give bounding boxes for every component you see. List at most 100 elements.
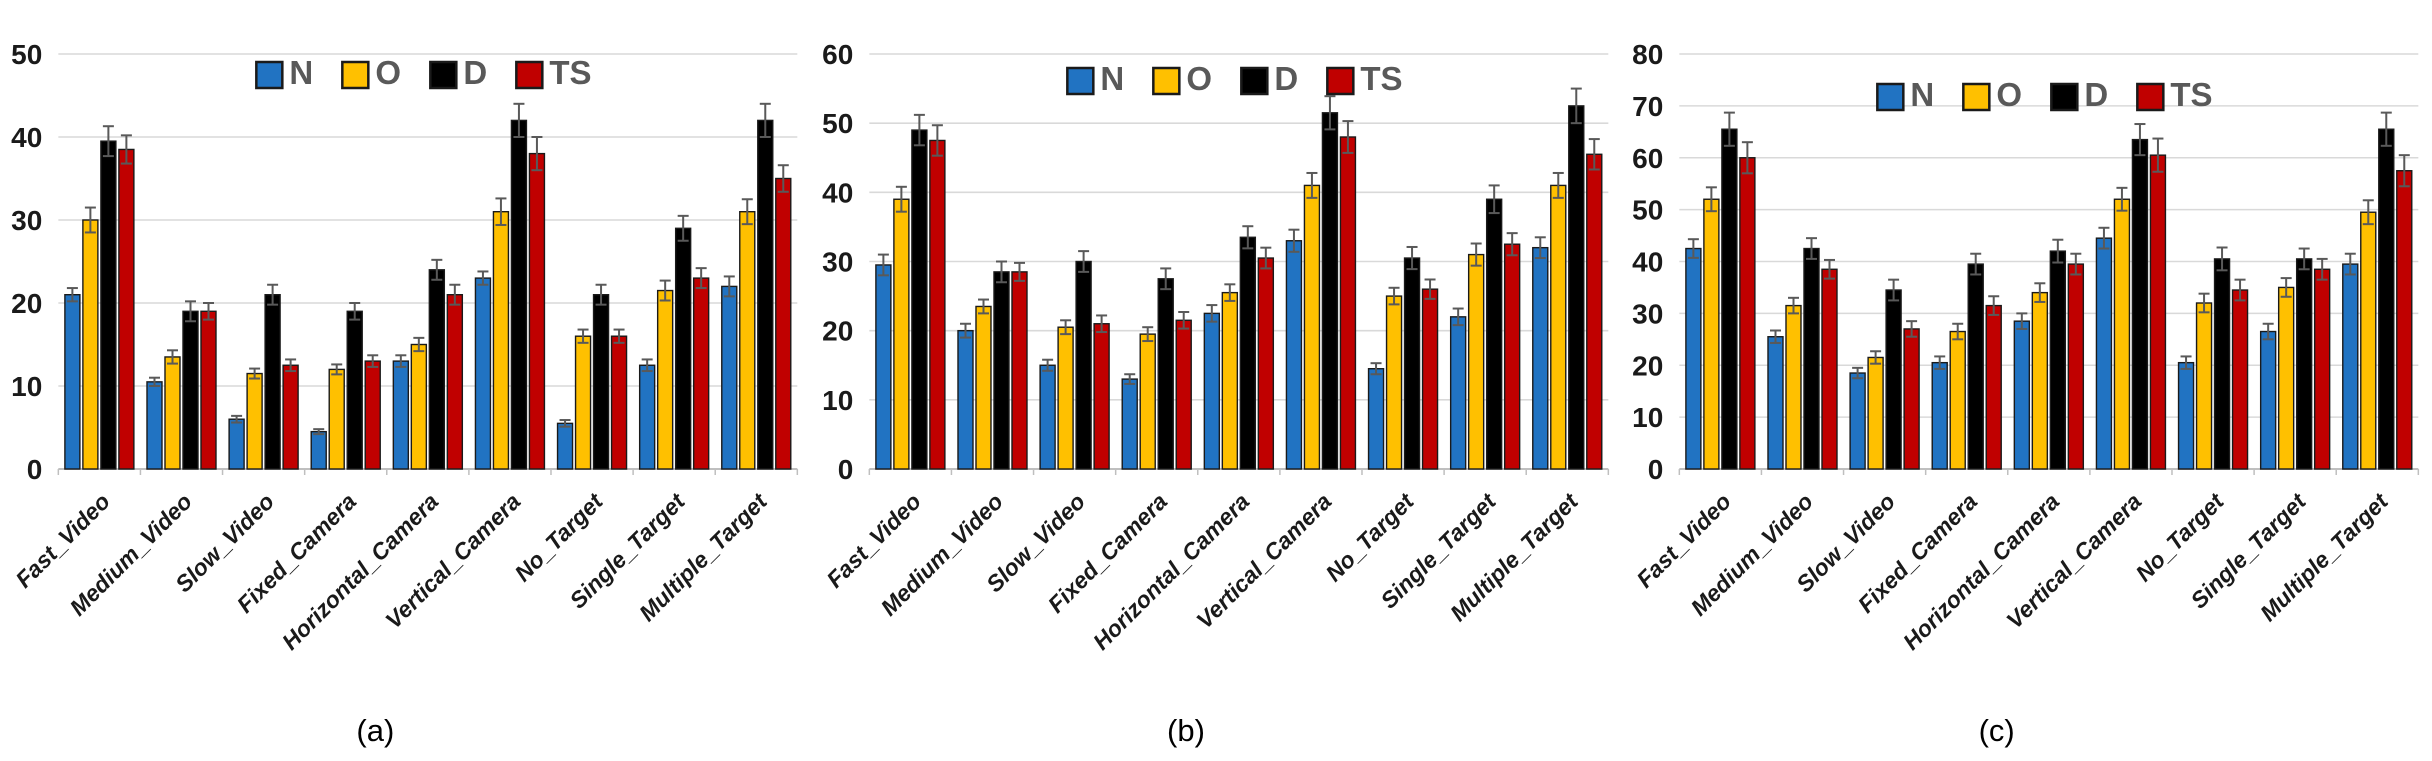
bar-O-Multiple_Target — [1549, 184, 1567, 470]
bar-N-Medium_Video — [146, 381, 163, 470]
bar-N-Vertical_Camera — [474, 277, 492, 470]
bar-TS-No_Target — [610, 335, 628, 470]
y-tick-label: 10 — [11, 371, 42, 402]
bar-D-No_Target — [592, 294, 610, 470]
bar-N-Multiple_Target — [2342, 263, 2359, 470]
bar-D-Single_Target — [1485, 198, 1503, 470]
bar-TS-Multiple_Target — [775, 177, 792, 470]
bar-N-Fast_Video — [64, 294, 81, 470]
y-tick-label: 30 — [822, 247, 853, 278]
bar-TS-Horizontal_Camera — [446, 294, 464, 470]
bar-TS-No_Target — [1421, 288, 1438, 470]
legend-label-D: D — [2085, 76, 2109, 113]
bar-TS-Fixed_Camera — [1985, 304, 2003, 470]
bar-D-Vertical_Camera — [510, 119, 528, 470]
y-tick-label: 40 — [11, 122, 42, 153]
legend-label-TS: TS — [1360, 60, 1402, 97]
legend-label-D: D — [463, 54, 487, 91]
bar-chart-c: 01020304050607080Fast_VideoMedium_VideoS… — [1632, 39, 2420, 655]
bar-TS-Single_Target — [692, 277, 710, 470]
bar-N-Horizontal_Camera — [2013, 320, 2031, 470]
bar-N-Fixed_Camera — [1931, 361, 1949, 470]
legend-label-N: N — [1911, 76, 1935, 113]
legend-label-O: O — [1997, 76, 2023, 113]
bar-D-Slow_Video — [1885, 289, 1903, 470]
y-tick-label: 0 — [837, 454, 853, 485]
bar-TS-No_Target — [2232, 289, 2249, 470]
legend-label-N: N — [289, 54, 313, 91]
y-tick-label: 30 — [1632, 298, 1663, 329]
bar-D-No_Target — [2214, 258, 2231, 470]
bar-O-Multiple_Target — [739, 210, 756, 470]
legend-swatch-N — [1876, 82, 1905, 112]
bar-TS-Horizontal_Camera — [1257, 257, 1274, 470]
bar-TS-Fast_Video — [118, 148, 135, 470]
bar-O-Horizontal_Camera — [410, 343, 428, 470]
bar-TS-Single_Target — [2314, 268, 2331, 470]
bar-N-Fast_Video — [1685, 247, 1702, 470]
legend-swatch-D — [2050, 82, 2079, 112]
bar-D-Medium_Video — [992, 271, 1010, 470]
y-tick-label: 0 — [1648, 454, 1664, 485]
legend-label-N: N — [1100, 60, 1124, 97]
bar-D-Single_Target — [2296, 258, 2313, 470]
bar-O-Fast_Video — [82, 219, 99, 470]
bar-TS-Slow_Video — [1903, 328, 1921, 470]
bar-N-No_Target — [556, 422, 574, 470]
bar-N-Horizontal_Camera — [392, 360, 410, 470]
bar-D-Fixed_Camera — [1967, 263, 1985, 470]
legend-label-O: O — [375, 54, 401, 91]
bar-D-Horizontal_Camera — [428, 269, 446, 470]
legend-swatch-N — [255, 60, 284, 90]
bar-D-Fast_Video — [1721, 128, 1738, 470]
bar-D-Single_Target — [674, 227, 692, 470]
y-tick-label: 20 — [1632, 350, 1663, 381]
bar-O-Multiple_Target — [2360, 211, 2377, 470]
bar-D-Fast_Video — [100, 140, 117, 470]
bar-O-Medium_Video — [974, 305, 992, 470]
bar-TS-Single_Target — [1503, 243, 1521, 470]
bar-O-Medium_Video — [1785, 304, 1803, 470]
bar-O-Single_Target — [1467, 253, 1485, 470]
y-tick-label: 80 — [1632, 39, 1663, 70]
bar-O-Slow_Video — [1057, 326, 1074, 470]
bar-O-No_Target — [2196, 302, 2213, 470]
bar-N-Single_Target — [1449, 316, 1467, 470]
bar-O-Medium_Video — [164, 356, 181, 470]
bar-N-Fast_Video — [874, 264, 892, 470]
y-tick-label: 20 — [11, 288, 42, 319]
chart-panel-b: 0 10 20 30 40 50 60 Fast_Video Medium_Video Slow_… — [811, 0, 1622, 761]
bar-TS-Slow_Video — [282, 364, 299, 470]
bar-N-Vertical_Camera — [2096, 237, 2113, 470]
bar-D-Fixed_Camera — [346, 310, 363, 470]
bar-TS-Fast_Video — [1739, 157, 1756, 470]
bar-N-No_Target — [2178, 361, 2195, 470]
y-tick-label: 70 — [1632, 91, 1663, 122]
bar-D-Slow_Video — [1075, 260, 1092, 470]
y-tick-label: 20 — [822, 316, 853, 347]
y-tick-label: 60 — [822, 39, 853, 70]
bar-D-Fast_Video — [910, 129, 928, 470]
bar-chart-b: 0102030405060Fast_VideoMedium_VideoSlow_… — [821, 39, 1609, 655]
bar-D-Horizontal_Camera — [1239, 236, 1256, 470]
x-category-label: Horizontal_Camera — [277, 488, 444, 655]
legend-swatch-N — [1065, 66, 1095, 96]
bar-TS-Medium_Video — [1010, 271, 1028, 470]
bar-N-Slow_Video — [1849, 372, 1867, 470]
legend-swatch-TS — [1325, 66, 1355, 96]
bar-TS-Fixed_Camera — [1175, 319, 1192, 470]
caption-a: (a) — [356, 713, 395, 748]
bar-N-Multiple_Target — [721, 285, 738, 470]
bar-TS-Fixed_Camera — [364, 360, 381, 470]
legend-swatch-D — [429, 60, 458, 90]
legend-swatch-D — [1239, 66, 1269, 96]
bar-O-Vertical_Camera — [492, 210, 510, 470]
bar-N-Slow_Video — [1039, 364, 1056, 470]
y-tick-label: 60 — [1632, 143, 1663, 174]
bar-D-Multiple_Target — [757, 119, 774, 470]
bar-TS-Fast_Video — [928, 139, 946, 470]
y-tick-label: 40 — [822, 177, 853, 208]
bar-TS-Medium_Video — [200, 310, 217, 470]
bar-O-Fixed_Camera — [328, 368, 345, 470]
